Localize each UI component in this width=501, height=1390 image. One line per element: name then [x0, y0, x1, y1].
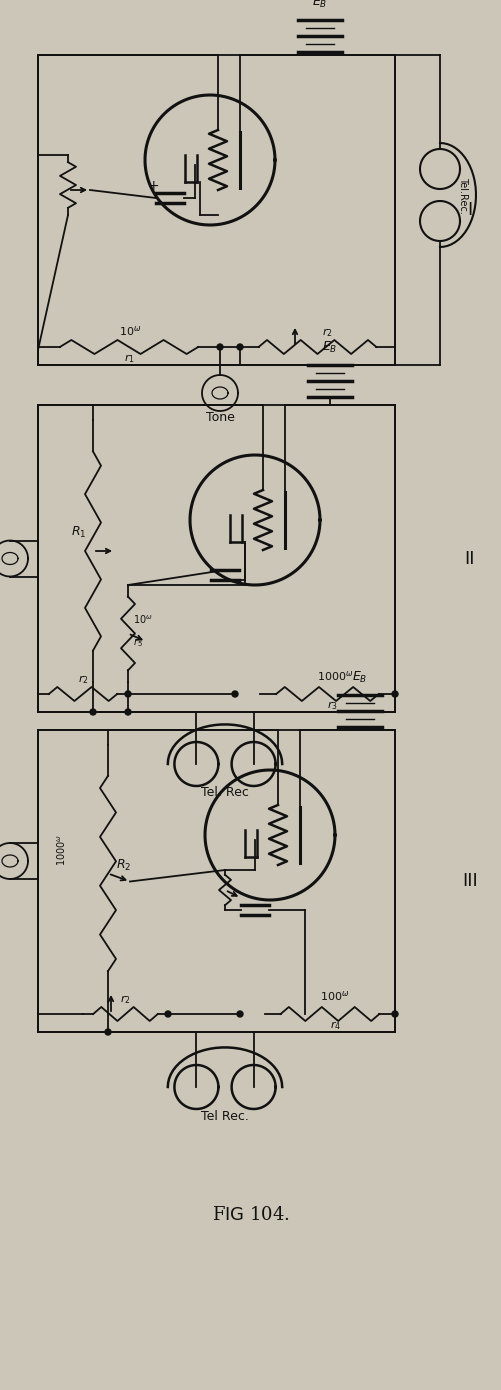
Text: $1000^\omega$: $1000^\omega$ — [318, 669, 354, 682]
Text: III: III — [462, 872, 478, 890]
Text: $E_B$: $E_B$ — [312, 0, 328, 10]
Text: Tel. Rec: Tel. Rec — [201, 785, 249, 799]
Circle shape — [125, 709, 131, 714]
Text: F$\mathrm{IG}$ 104.: F$\mathrm{IG}$ 104. — [211, 1207, 290, 1225]
Text: $10^\omega$: $10^\omega$ — [133, 613, 153, 626]
Circle shape — [165, 1011, 171, 1017]
Text: $r_5$: $r_5$ — [133, 637, 143, 649]
Text: $E_B$: $E_B$ — [322, 341, 338, 354]
Text: Tone: Tone — [205, 411, 234, 424]
Text: +: + — [148, 179, 160, 193]
Text: Tel Rec.: Tel Rec. — [201, 1111, 249, 1123]
Text: $r_4$: $r_4$ — [330, 1019, 341, 1031]
Circle shape — [90, 709, 96, 714]
Circle shape — [232, 691, 238, 696]
Text: $1000^\omega$: $1000^\omega$ — [56, 833, 69, 866]
Text: $R_2$: $R_2$ — [116, 858, 131, 873]
Text: $E_B$: $E_B$ — [352, 670, 368, 685]
Circle shape — [392, 691, 398, 696]
Circle shape — [125, 691, 131, 696]
Text: $R_1$: $R_1$ — [71, 525, 86, 541]
Text: $r_1$: $r_1$ — [124, 352, 135, 364]
Text: $100^\omega$: $100^\omega$ — [320, 988, 350, 1002]
Text: II: II — [465, 549, 475, 567]
Circle shape — [105, 1029, 111, 1036]
Circle shape — [392, 1011, 398, 1017]
Text: $r_3$: $r_3$ — [328, 699, 338, 712]
Text: $r_2$: $r_2$ — [323, 327, 333, 339]
Circle shape — [237, 1011, 243, 1017]
Circle shape — [217, 343, 223, 350]
Circle shape — [237, 343, 243, 350]
Text: $r_2$: $r_2$ — [78, 673, 89, 685]
Text: $r_2$: $r_2$ — [121, 992, 131, 1006]
Text: Tel.Rec.: Tel.Rec. — [458, 177, 468, 214]
Text: I: I — [467, 202, 472, 220]
Text: $10^\omega$: $10^\omega$ — [119, 324, 141, 338]
